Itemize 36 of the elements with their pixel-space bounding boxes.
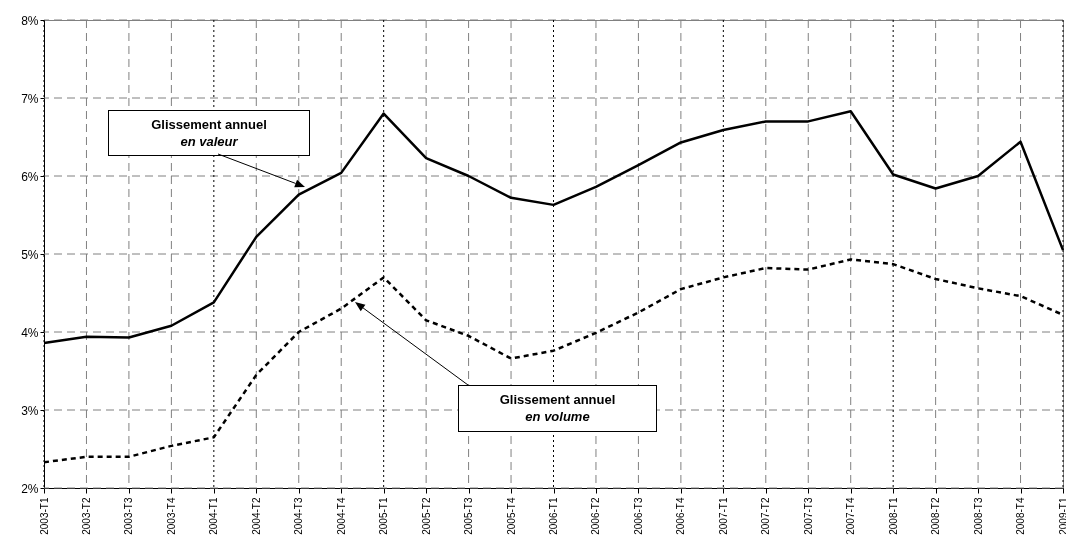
y-tick-label: 8%	[21, 13, 39, 28]
x-tick-label: 2003-T2	[80, 497, 92, 535]
x-tick-label: 2007-T4	[845, 497, 857, 535]
x-tick-label: 2004-T4	[335, 497, 347, 535]
x-tick-label: 2007-T2	[760, 497, 772, 535]
x-tick-label: 2006-T3	[632, 497, 644, 535]
x-tick-label: 2006-T1	[548, 497, 559, 535]
x-tick-label: 2006-T2	[590, 497, 602, 535]
annotation: Glissement annuel en valeur	[150, 116, 268, 150]
text-box: Glissement annuel en valeur	[108, 110, 310, 156]
x-tick-label: 2008-T2	[930, 497, 942, 535]
y-tick-label: 4%	[21, 325, 39, 340]
y-tick-label: 5%	[21, 247, 39, 262]
x-tick-label: 2008-T4	[1015, 497, 1027, 535]
x-tick-label: 2009-T1	[1057, 497, 1066, 535]
x-tick-label: 2004-T2	[250, 497, 262, 535]
text-box: Glissement annuel en volume	[458, 385, 657, 432]
annotation: Glissement annuel en volume	[498, 391, 617, 425]
x-tick-label: 2004-T1	[208, 497, 220, 535]
y-tick-label: 3%	[21, 403, 39, 418]
x-tick-label: 2003-T1	[38, 497, 50, 535]
y-tick-label: 6%	[21, 169, 39, 184]
x-tick-label: 2008-T1	[887, 497, 899, 535]
y-tick-label: 2%	[21, 481, 39, 496]
x-tick-label: 2005-T2	[420, 497, 432, 535]
x-tick-label: 2005-T4	[505, 497, 517, 535]
x-tick-label: 2003-T4	[165, 497, 177, 535]
x-tick-label: 2004-T3	[293, 497, 305, 535]
x-tick-label: 2005-T3	[463, 497, 475, 535]
x-tick-label: 2005-T1	[378, 497, 390, 535]
x-tick-label: 2008-T3	[972, 497, 984, 535]
x-tick-label: 2006-T4	[675, 497, 687, 535]
x-tick-label: 2007-T3	[802, 497, 814, 535]
x-tick-label: 2003-T3	[123, 497, 135, 535]
y-tick-label: 7%	[21, 91, 39, 106]
x-tick-label: 2007-T1	[717, 497, 729, 535]
